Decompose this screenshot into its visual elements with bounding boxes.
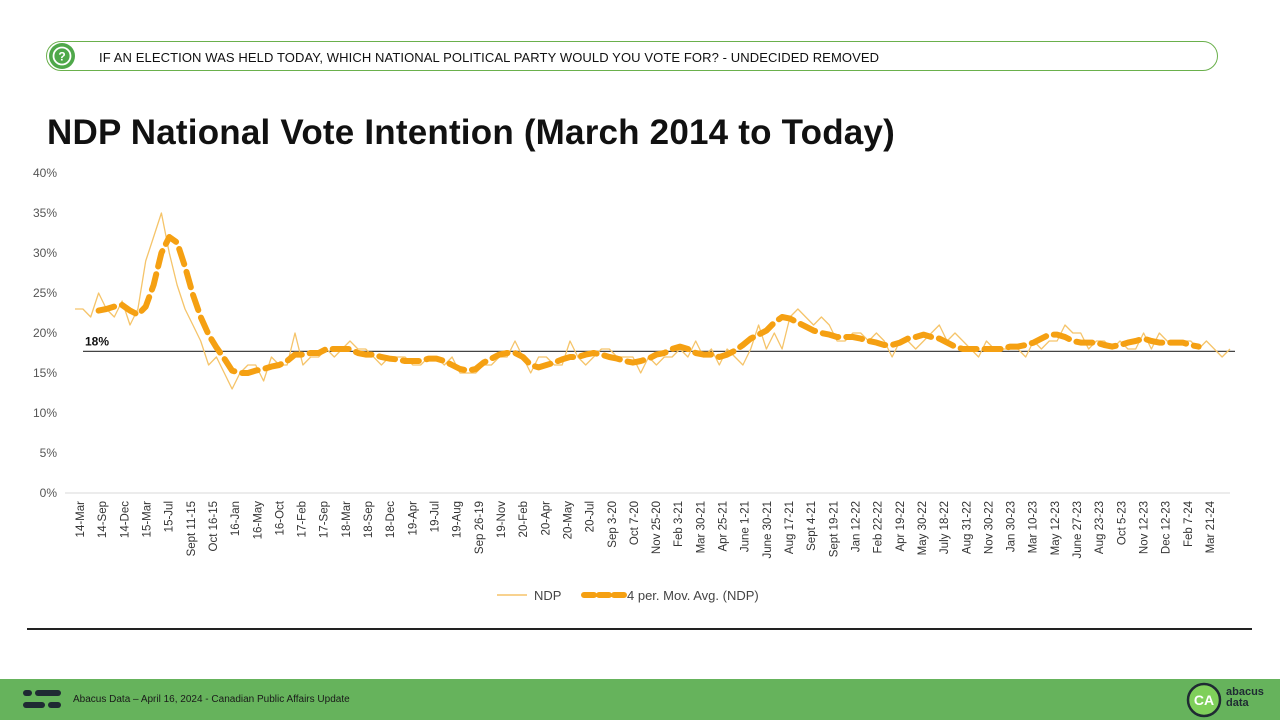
x-tick-label: Aug 31-22 <box>961 501 973 554</box>
x-tick-label: Nov 12-23 <box>1139 501 1151 554</box>
x-tick-label: Dec 12-23 <box>1161 501 1173 554</box>
x-tick-label: Sep 3-20 <box>607 501 619 548</box>
y-tick-label: 20% <box>33 326 57 340</box>
x-tick-label: Sept 11-15 <box>186 501 198 556</box>
x-tick-label: Apr 25-21 <box>718 501 730 552</box>
x-tick-label: 18-Mar <box>341 501 353 538</box>
x-tick-label: 20-Apr <box>540 501 552 536</box>
abacus-bars-icon <box>23 690 61 708</box>
x-tick-label: Oct 16-15 <box>208 501 220 552</box>
x-tick-label: Nov 25-20 <box>651 501 663 554</box>
svg-text:?: ? <box>58 50 65 64</box>
line-chart: 0% 5% 10% 15% 20% 25% 30% 35% 40% 14-Mar 14-Sep 14-… <box>33 166 1235 603</box>
logo-word-abacus: abacus <box>1226 686 1264 698</box>
question-text: IF AN ELECTION WAS HELD TODAY, WHICH NAT… <box>99 50 880 65</box>
series-line-ndp <box>75 212 1231 390</box>
x-tick-label: 16-Jan <box>230 501 242 536</box>
x-tick-label: June 1-21 <box>740 501 752 552</box>
y-tick-label: 30% <box>33 246 57 260</box>
x-tick-label: 20-Feb <box>518 501 530 537</box>
y-tick-label: 15% <box>33 366 57 380</box>
x-tick-label: July 18-22 <box>939 501 951 554</box>
legend-label-moving-average: 4 per. Mov. Avg. (NDP) <box>627 588 759 603</box>
x-tick-label: May 12-23 <box>1050 501 1062 555</box>
x-tick-label: Sep 26-19 <box>474 501 486 554</box>
x-tick-label: Mar 21-24 <box>1205 500 1217 553</box>
x-tick-label: 17-Sep <box>319 501 331 538</box>
reference-line-label: 18% <box>85 334 109 348</box>
x-tick-label: Mar 30-21 <box>695 501 707 553</box>
x-tick-label: May 30-22 <box>917 501 929 555</box>
x-tick-label: 19-Jul <box>430 501 442 532</box>
x-tick-label: 19-Aug <box>452 501 464 538</box>
legend-label-ndp: NDP <box>534 588 561 603</box>
x-tick-label: Jan 30-23 <box>1006 501 1018 552</box>
x-tick-label: June 27-23 <box>1072 501 1084 559</box>
x-tick-label: 20-Jul <box>585 501 597 532</box>
y-tick-label: 0% <box>40 486 58 500</box>
svg-text:CA: CA <box>1194 692 1214 708</box>
abacus-ca-logo: CA <box>1186 682 1222 718</box>
y-tick-label: 5% <box>40 446 58 460</box>
x-tick-label: Nov 30-22 <box>983 501 995 554</box>
x-tick-label: Jan 12-22 <box>850 501 862 552</box>
divider-line <box>27 628 1252 630</box>
footer-text: Abacus Data – April 16, 2024 - Canadian … <box>73 694 350 705</box>
x-tick-label: Sept 4-21 <box>806 501 818 551</box>
question-banner: ? IF AN ELECTION WAS HELD TODAY, WHICH N… <box>46 41 1218 71</box>
x-tick-label: 19-Nov <box>496 501 508 538</box>
x-tick-label: 16-May <box>252 501 264 540</box>
x-tick-label: 15-Mar <box>141 501 153 538</box>
x-tick-label: Apr 19-22 <box>895 501 907 552</box>
question-mark-icon: ? <box>49 43 75 69</box>
x-tick-label: 14-Sep <box>97 501 109 538</box>
x-tick-label: Feb 7-24 <box>1183 500 1195 547</box>
x-tick-label: 19-Apr <box>407 501 419 536</box>
logo-wordmark: abacus data <box>1226 686 1264 709</box>
x-tick-label: Aug 17-21 <box>784 501 796 554</box>
footer-bar: Abacus Data – April 16, 2024 - Canadian … <box>0 679 1280 720</box>
x-tick-label: 18-Dec <box>385 501 397 538</box>
y-tick-label: 10% <box>33 406 57 420</box>
x-tick-label: 14-Dec <box>119 501 131 538</box>
x-tick-label: June 30-21 <box>762 501 774 559</box>
x-tick-label: Sept 19-21 <box>828 501 840 557</box>
x-tick-label: Oct 7-20 <box>629 501 641 545</box>
x-tick-label: 20-May <box>562 501 574 540</box>
x-tick-label: 14-Mar <box>75 501 87 538</box>
x-tick-label: 16-Oct <box>274 500 286 535</box>
x-tick-label: 15-Jul <box>164 501 176 532</box>
x-tick-label: 18-Sep <box>363 501 375 538</box>
x-tick-label: Oct 5-23 <box>1116 501 1128 545</box>
x-tick-label: 17-Feb <box>297 501 309 537</box>
x-tick-label: Aug 23-23 <box>1094 501 1106 554</box>
y-tick-label: 35% <box>33 206 57 220</box>
x-tick-label: Feb 22-22 <box>873 501 885 553</box>
logo-word-data: data <box>1226 697 1249 709</box>
x-tick-label: Feb 3-21 <box>673 501 685 547</box>
x-tick-label: Mar 10-23 <box>1028 501 1040 553</box>
y-tick-label: 25% <box>33 286 57 300</box>
y-tick-label: 40% <box>33 166 57 180</box>
series-line-ndp-moving-average <box>95 234 1202 376</box>
chart-title: NDP National Vote Intention (March 2014 … <box>47 113 895 152</box>
